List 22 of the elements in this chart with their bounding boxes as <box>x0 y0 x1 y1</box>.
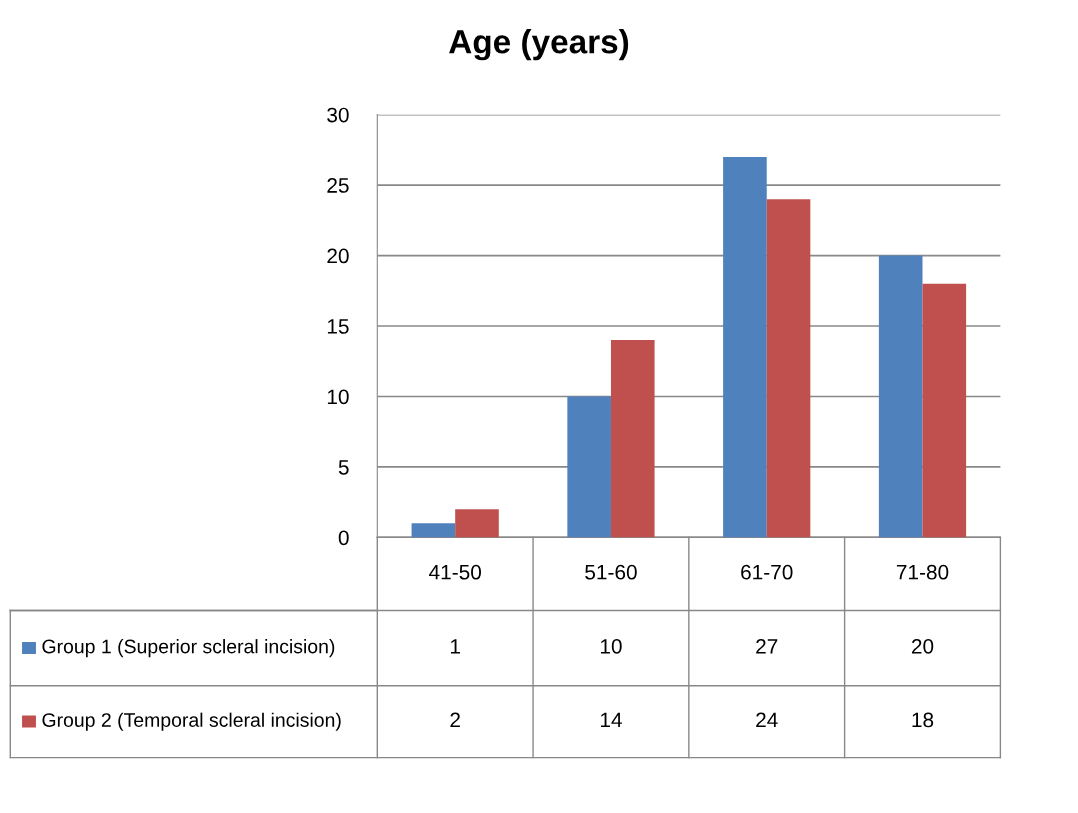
y-tick-label: 5 <box>338 460 349 475</box>
data-label: 2 <box>450 712 460 728</box>
data-label: 18 <box>912 712 934 728</box>
x-tick-label: 61-70 <box>741 564 793 580</box>
data-label: 14 <box>600 712 622 728</box>
y-tick-label: 25 <box>327 178 349 193</box>
y-tick-label: 20 <box>327 248 349 264</box>
y-tick-label: 30 <box>327 107 349 123</box>
legend-label: Group 2 (Temporal scleral incision) <box>42 712 341 731</box>
chart-title: Age (years) <box>449 29 629 61</box>
x-tick-label: 41-50 <box>429 564 482 580</box>
x-tick-label: 71-80 <box>896 564 949 580</box>
y-tick-label: 10 <box>327 389 349 405</box>
legend-label: Group 1 (Superior scleral incision) <box>42 639 335 658</box>
data-label: 10 <box>600 639 622 654</box>
y-tick-label: 15 <box>327 319 349 334</box>
data-label: 24 <box>756 712 778 728</box>
data-label: 20 <box>911 639 934 654</box>
x-tick-label: 51-60 <box>585 564 637 580</box>
data-label: 27 <box>756 639 778 654</box>
data-label: 1 <box>450 639 460 654</box>
y-tick-label: 0 <box>338 530 349 546</box>
